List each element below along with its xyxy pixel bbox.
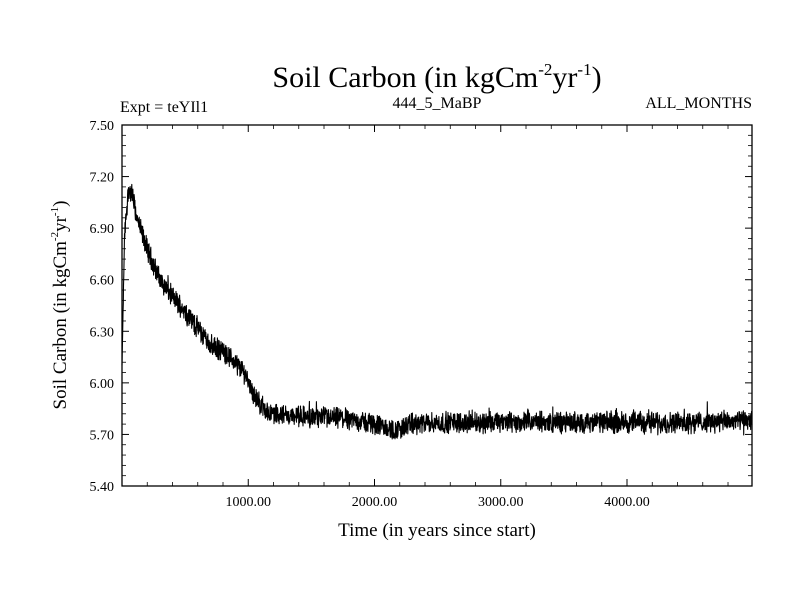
subtitle-months: ALL_MONTHS: [645, 95, 752, 112]
x-tick-label: 4000.00: [604, 495, 650, 510]
y-tick-label: 6.00: [90, 377, 115, 392]
y-axis-label-end: ): [50, 201, 71, 207]
y-tick-label: 6.30: [90, 325, 115, 340]
x-axis-label: Time (in years since start): [338, 520, 536, 541]
chart-title: Soil Carbon (in kgCm-2yr-1): [272, 60, 601, 94]
y-tick-label: 5.40: [90, 480, 115, 495]
subtitle-period: 444_5_MaBP: [393, 95, 482, 112]
chart-title-mid: yr: [552, 61, 577, 94]
plot-frame: [121, 124, 753, 487]
y-axis-label-sup2: -1: [49, 207, 61, 216]
y-axis-label-mid: yr: [50, 215, 71, 232]
y-tick-label: 6.90: [90, 222, 115, 237]
chart-title-sup2: -1: [577, 60, 591, 79]
x-tick-label: 2000.00: [352, 495, 398, 510]
series-layer: [121, 183, 753, 440]
y-tick-label: 7.20: [90, 171, 115, 186]
y-tick-label: 7.50: [90, 119, 115, 134]
ticks-layer: 5.40 5.70 6.00 6.30 6.60 6.90 7.20 7.50 1000.00 2…: [90, 119, 752, 510]
x-tick-label: 1000.00: [226, 495, 272, 510]
y-axis-label-main: Soil Carbon (in kgCm: [50, 241, 71, 410]
chart-title-sup1: -2: [538, 60, 552, 79]
y-tick-label: 6.60: [90, 274, 115, 289]
series-line-0: [121, 183, 753, 440]
y-tick-label: 5.70: [90, 428, 115, 443]
chart-title-main: Soil Carbon (in kgCm: [272, 61, 538, 94]
chart-title-end: ): [592, 61, 602, 94]
subtitle-experiment: Expt = teYIl1: [120, 99, 208, 116]
y-axis-label: Soil Carbon (in kgCm-2yr-1): [49, 201, 71, 410]
x-tick-label: 3000.00: [478, 495, 524, 510]
y-axis-label-sup1: -2: [49, 232, 61, 241]
